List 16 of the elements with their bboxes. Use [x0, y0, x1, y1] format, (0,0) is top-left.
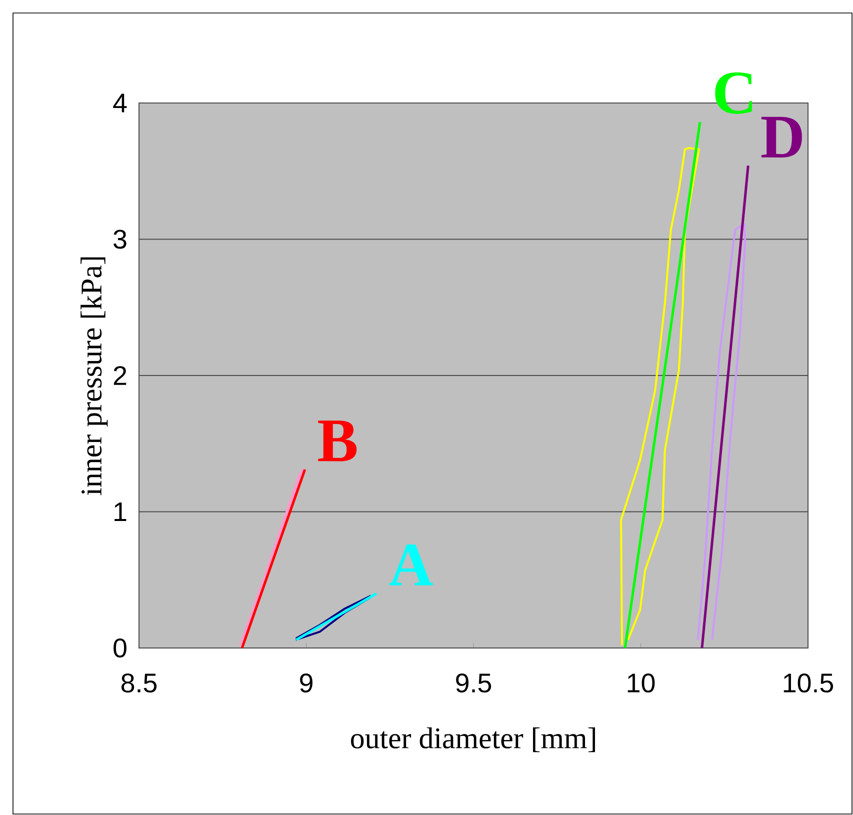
- y-tick-label: 3: [114, 230, 126, 249]
- y-tick-label: 2: [114, 366, 126, 385]
- line-series: [696, 223, 746, 641]
- x-tick-label: 8.5: [121, 674, 157, 693]
- y-tick-label: 4: [113, 94, 127, 112]
- x-tick-label: 9: [300, 674, 312, 693]
- series-label: B: [318, 420, 357, 462]
- y-axis-title: inner pressure [kPa]: [80, 257, 108, 496]
- x-tick-label: 9.5: [456, 674, 492, 693]
- x-tick-label: 10.5: [784, 674, 834, 693]
- y-tick-label: 0: [114, 638, 126, 658]
- x-tick-label: 10: [628, 674, 655, 693]
- series-label: D: [761, 116, 802, 158]
- x-axis-title: outer diameter [mm]: [350, 727, 595, 752]
- series-label: A: [389, 544, 433, 586]
- y-tick-label: 1: [114, 502, 126, 521]
